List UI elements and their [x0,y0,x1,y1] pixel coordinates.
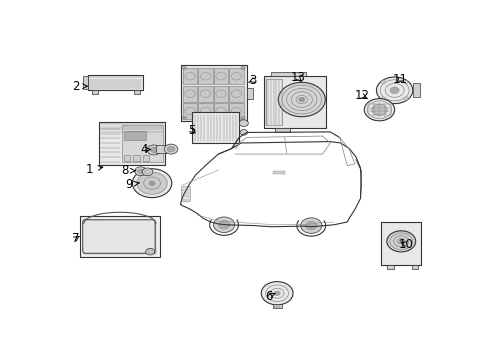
Text: 6: 6 [264,289,275,302]
Circle shape [403,80,407,84]
Bar [122,125,163,162]
Bar [265,79,281,125]
Bar [80,216,159,257]
Circle shape [386,231,415,252]
Circle shape [213,217,234,233]
Circle shape [364,99,394,121]
Circle shape [298,97,304,102]
Bar [156,145,167,153]
Circle shape [132,169,171,198]
Circle shape [167,146,175,152]
Text: 2: 2 [72,80,87,93]
Bar [229,86,244,102]
Bar [123,131,146,140]
Circle shape [142,168,153,176]
Circle shape [389,87,398,94]
Circle shape [138,169,143,174]
Bar [183,86,197,102]
Bar [82,76,88,89]
Circle shape [240,130,247,135]
Text: 4: 4 [140,143,150,157]
FancyBboxPatch shape [82,220,155,253]
Circle shape [380,97,385,100]
Circle shape [218,221,229,229]
Circle shape [278,82,325,117]
Bar [381,222,420,265]
Polygon shape [84,219,156,254]
Bar [246,87,252,99]
Circle shape [240,67,245,70]
Circle shape [150,148,157,152]
Circle shape [239,120,248,126]
Circle shape [376,77,412,104]
Text: 7: 7 [72,232,79,245]
Bar [133,156,140,161]
Circle shape [147,145,161,155]
Bar [412,84,419,97]
Text: 1: 1 [85,163,102,176]
Text: 9: 9 [124,178,139,191]
Bar [229,103,244,119]
Circle shape [182,67,186,70]
Circle shape [164,144,178,154]
Text: 11: 11 [392,73,407,86]
Circle shape [182,116,186,120]
Circle shape [371,104,386,115]
Bar [180,66,246,121]
Bar [198,68,212,84]
Bar [183,103,197,119]
Text: 12: 12 [354,89,369,102]
Bar [99,122,165,165]
Bar [88,75,143,90]
Text: 10: 10 [398,238,412,251]
Bar [273,171,284,174]
Circle shape [274,291,280,296]
Bar [271,72,305,76]
Bar [264,76,326,128]
Text: 8: 8 [121,164,135,177]
Bar [272,304,281,309]
Text: 5: 5 [188,124,195,137]
Circle shape [145,248,154,255]
Bar [411,265,418,269]
Bar [213,68,228,84]
Bar [229,68,244,84]
Bar [198,86,212,102]
Circle shape [137,172,167,194]
Bar [134,90,139,94]
Circle shape [261,282,292,305]
Circle shape [399,240,402,243]
Bar [180,186,189,201]
Bar [213,103,228,119]
Bar [386,265,393,269]
Bar [142,156,149,161]
Bar [275,128,290,132]
Bar [198,103,212,119]
Circle shape [149,181,155,185]
Text: 13: 13 [290,71,305,84]
Circle shape [300,218,321,233]
Circle shape [134,167,146,176]
Circle shape [380,80,385,84]
Circle shape [305,221,316,230]
Circle shape [240,116,245,120]
Circle shape [403,97,407,100]
Bar [213,86,228,102]
Text: 3: 3 [248,74,256,87]
Bar [123,156,130,161]
Bar [92,90,98,94]
Bar [274,306,280,309]
Bar [183,68,197,84]
Bar [191,112,239,143]
